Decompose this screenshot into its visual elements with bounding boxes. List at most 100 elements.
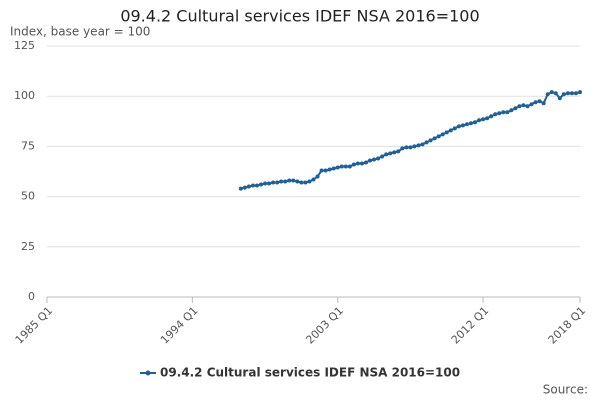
point xyxy=(331,166,336,171)
point xyxy=(238,186,243,191)
point xyxy=(396,149,401,154)
point xyxy=(380,154,385,159)
point xyxy=(420,142,425,147)
point xyxy=(468,121,473,126)
point xyxy=(363,160,368,165)
point xyxy=(505,110,510,115)
x-tick-label: 2018 Q1 xyxy=(546,304,589,347)
point xyxy=(323,168,328,173)
x-tick-label: 2003 Q1 xyxy=(303,304,346,347)
point xyxy=(254,183,259,188)
point xyxy=(509,108,514,113)
y-axis-label: Index, base year = 100 xyxy=(10,25,150,39)
point xyxy=(283,179,288,184)
point xyxy=(299,180,304,185)
point xyxy=(250,183,255,188)
point xyxy=(525,104,530,109)
point xyxy=(355,161,360,166)
point xyxy=(477,118,482,123)
point xyxy=(343,164,348,169)
point xyxy=(521,103,526,108)
point xyxy=(351,162,356,167)
point xyxy=(440,132,445,137)
y-tick-label: 125 xyxy=(14,39,35,52)
point xyxy=(388,151,393,156)
point xyxy=(456,124,461,129)
point xyxy=(376,156,381,161)
point xyxy=(578,90,582,95)
point xyxy=(489,114,494,119)
point xyxy=(335,165,340,170)
point xyxy=(460,123,465,128)
point xyxy=(565,91,570,96)
point xyxy=(493,112,498,117)
legend-marker xyxy=(145,370,151,376)
point xyxy=(408,145,413,150)
point xyxy=(464,122,469,127)
point xyxy=(497,111,502,116)
y-tick-label: 75 xyxy=(21,139,35,152)
point xyxy=(428,138,433,143)
point xyxy=(311,177,316,182)
point xyxy=(315,174,320,179)
point xyxy=(307,179,312,184)
x-tick-label: 2012 Q1 xyxy=(449,304,492,347)
point xyxy=(242,185,247,190)
y-tick-label: 50 xyxy=(21,190,35,203)
source: Source: xyxy=(543,383,588,397)
y-tick-label: 0 xyxy=(28,290,35,303)
point xyxy=(481,117,486,122)
point xyxy=(416,143,421,148)
point xyxy=(452,126,457,131)
point xyxy=(271,180,276,185)
point xyxy=(537,99,542,104)
point xyxy=(287,178,292,183)
point xyxy=(359,161,364,166)
point xyxy=(545,92,550,97)
point xyxy=(529,102,534,107)
point xyxy=(541,101,546,106)
point xyxy=(347,164,352,169)
point xyxy=(557,96,562,101)
point xyxy=(400,146,405,151)
point xyxy=(485,116,490,121)
point xyxy=(553,91,558,96)
y-tick-label: 25 xyxy=(21,240,35,253)
point xyxy=(327,167,332,172)
point xyxy=(533,100,538,105)
point xyxy=(384,152,389,157)
point xyxy=(448,128,453,133)
point xyxy=(561,92,566,97)
point xyxy=(404,145,409,150)
point xyxy=(267,181,272,186)
point xyxy=(339,164,344,169)
point xyxy=(246,184,251,189)
y-tick-label: 100 xyxy=(14,89,35,102)
point xyxy=(303,180,308,185)
point xyxy=(424,140,429,145)
point xyxy=(291,178,296,183)
point xyxy=(573,91,578,96)
point xyxy=(295,179,300,184)
x-tick-label: 1985 Q1 xyxy=(13,304,56,347)
legend-label: 09.4.2 Cultural services IDEF NSA 2016=1… xyxy=(160,366,460,380)
point xyxy=(368,158,373,163)
point xyxy=(432,136,437,141)
point xyxy=(444,130,449,135)
point xyxy=(392,150,397,155)
point xyxy=(275,180,280,185)
point xyxy=(259,182,264,187)
point xyxy=(473,120,478,125)
point xyxy=(569,91,574,96)
chart-title: 09.4.2 Cultural services IDEF NSA 2016=1… xyxy=(120,7,479,26)
point xyxy=(412,144,417,149)
point xyxy=(372,157,377,162)
point xyxy=(279,179,284,184)
point xyxy=(517,104,522,109)
point xyxy=(513,106,518,111)
point xyxy=(501,110,506,115)
point xyxy=(319,168,324,173)
point xyxy=(436,134,441,139)
point xyxy=(263,181,268,186)
